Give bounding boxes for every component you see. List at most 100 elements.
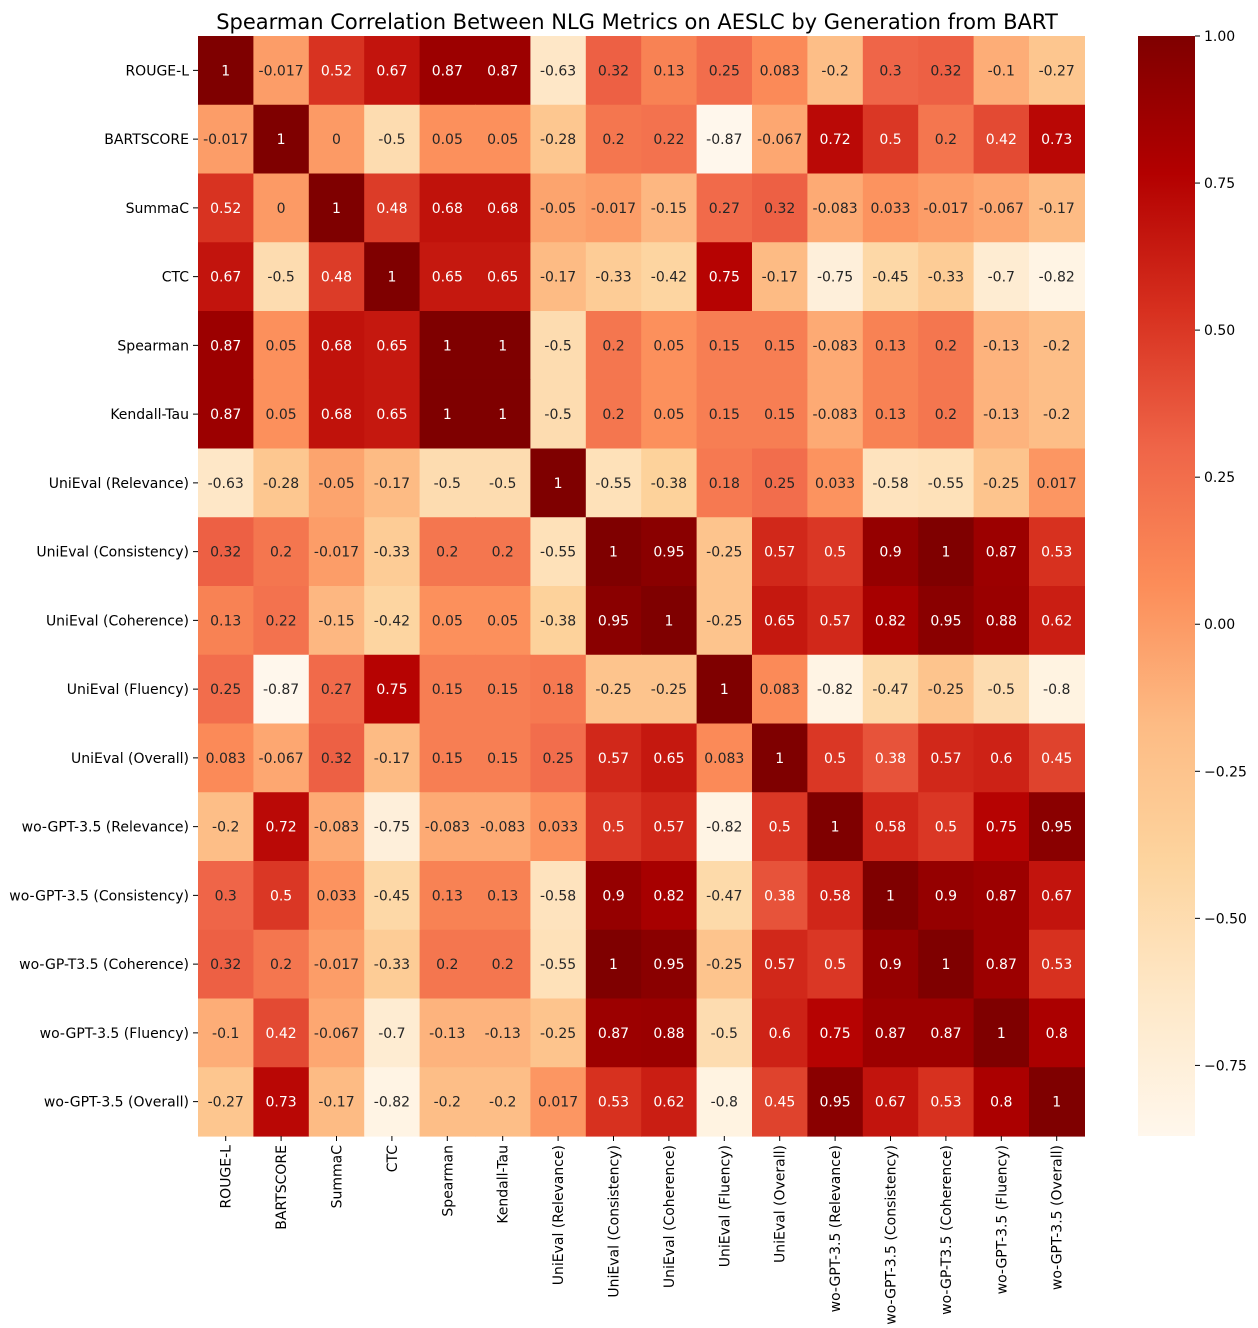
heatmap-cell (1029, 998, 1085, 1068)
heatmap-cell (696, 1067, 753, 1137)
row-tick-label: Kendall-Tau (110, 407, 189, 423)
heatmap-cell (918, 36, 975, 106)
row-tick-label: BARTSCORE (104, 132, 189, 148)
heatmap-cell (807, 586, 864, 656)
heatmap-cell (419, 998, 476, 1068)
heatmap-cell (918, 929, 975, 1000)
heatmap-cell (419, 448, 476, 518)
cell-value-label: 0.65 (376, 407, 407, 423)
heatmap-cell (696, 379, 753, 450)
cell-value-label: 0.67 (1041, 888, 1072, 904)
heatmap-cell (807, 517, 864, 587)
cell-value-label: 0.62 (653, 1095, 684, 1111)
heatmap-cell (419, 379, 476, 450)
heatmap-cell (530, 929, 587, 1000)
heatmap-cell (973, 723, 1030, 793)
cell-value-label: 0.8 (990, 1095, 1012, 1111)
heatmap-cell (198, 998, 254, 1068)
cell-value-label: 0.05 (432, 132, 463, 148)
heatmap-cell (475, 861, 531, 931)
cell-value-label: 0.52 (210, 201, 241, 217)
heatmap-cell (308, 173, 365, 243)
cell-value-label: -0.2 (212, 820, 239, 836)
heatmap-cell (641, 723, 698, 793)
cell-value-label: 0.95 (930, 613, 961, 629)
heatmap-cell (585, 379, 642, 450)
heatmap-cell (253, 36, 310, 106)
heatmap-cell (973, 311, 1030, 381)
cell-value-label: -0.33 (374, 545, 410, 561)
heatmap-cell (807, 311, 864, 381)
heatmap-cell (364, 242, 421, 312)
cell-value-label: 0.13 (487, 888, 518, 904)
heatmap-cell (1029, 311, 1085, 381)
heatmap-cell (1029, 792, 1085, 862)
heatmap-cell (862, 861, 919, 931)
heatmap-cell (308, 1067, 365, 1137)
row-tick-label: UniEval (Fluency) (67, 682, 189, 698)
cell-value-label: -0.17 (374, 751, 410, 767)
cell-value-label: -0.13 (429, 1026, 465, 1042)
cell-value-label: 0.45 (764, 1095, 795, 1111)
heatmap-cell (973, 929, 1030, 1000)
cell-value-label: 0.2 (935, 132, 957, 148)
heatmap-cell (752, 517, 808, 587)
cell-value-label: 1 (387, 270, 396, 286)
cell-value-label: -0.017 (259, 63, 304, 79)
heatmap-cell (696, 792, 753, 862)
heatmap-cell (585, 517, 642, 587)
cell-value-label: 0.67 (376, 63, 407, 79)
heatmap-cell (807, 998, 864, 1068)
heatmap-cell (696, 929, 753, 1000)
heatmap-cell (253, 242, 310, 312)
heatmap-cell (308, 998, 365, 1068)
heatmap-cell (198, 311, 254, 381)
cell-value-label: 0.87 (210, 338, 241, 354)
cell-value-label: 0.017 (538, 1095, 578, 1111)
cell-value-label: -0.45 (374, 888, 410, 904)
heatmap-cell (973, 448, 1030, 518)
cell-value-label: 1 (554, 476, 563, 492)
heatmap-cell (475, 104, 531, 175)
cell-value-label: 0.62 (1041, 613, 1072, 629)
heatmap-cell (419, 929, 476, 1000)
heatmap-cell (1029, 1067, 1085, 1137)
cell-value-label: -0.5 (711, 1026, 738, 1042)
cell-value-label: 0.87 (432, 63, 463, 79)
cell-value-label: -0.75 (374, 820, 410, 836)
cell-value-label: -0.55 (540, 545, 576, 561)
heatmap-cell (585, 104, 642, 175)
heatmap-cell (862, 723, 919, 793)
heatmap-cell (862, 242, 919, 312)
cell-value-label: 0.32 (930, 63, 961, 79)
heatmap-cell (752, 448, 808, 518)
cell-value-label: -0.87 (263, 682, 299, 698)
cell-value-label: 0.05 (266, 407, 297, 423)
cell-value-label: 0.75 (709, 270, 740, 286)
heatmap-cell (973, 792, 1030, 862)
heatmap-cell (696, 242, 753, 312)
cell-value-label: 0.48 (321, 270, 352, 286)
cell-value-label: 0.38 (875, 751, 906, 767)
heatmap-cell (641, 861, 698, 931)
heatmap-cell (253, 723, 310, 793)
column-tick-label: BARTSCORE (274, 1145, 290, 1230)
column-tick-label: wo-GPT-3.5 (Overall) (1050, 1145, 1066, 1290)
cell-value-label: -0.083 (314, 820, 359, 836)
cell-value-label: -0.82 (374, 1095, 410, 1111)
cell-value-label: -0.1 (988, 63, 1015, 79)
cell-value-label: -0.5 (489, 476, 516, 492)
cell-value-label: 0.5 (824, 545, 846, 561)
heatmap-cell (862, 792, 919, 862)
cell-value-label: 0.5 (824, 957, 846, 973)
cell-value-label: -0.55 (540, 957, 576, 973)
heatmap-cell (198, 173, 254, 243)
cell-value-label: 0.05 (653, 338, 684, 354)
column-tick-label: UniEval (Coherence) (662, 1145, 678, 1288)
colorbar-tick-label: −0.75 (1204, 1058, 1247, 1074)
cell-value-label: 0.22 (653, 132, 684, 148)
cell-value-label: -0.5 (378, 132, 405, 148)
heatmap-cell (585, 36, 642, 106)
heatmap-cell (530, 723, 587, 793)
heatmap-cell (752, 792, 808, 862)
